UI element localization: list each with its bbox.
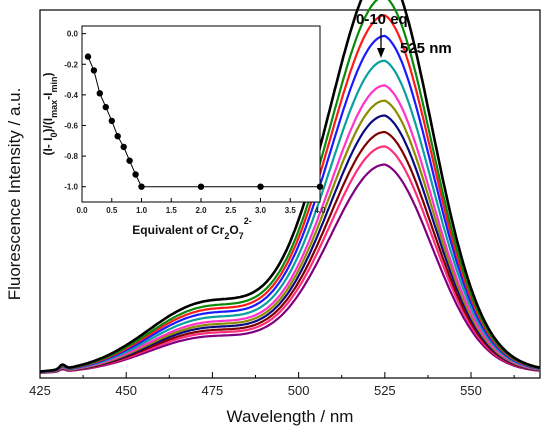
inset-data-point (108, 117, 116, 125)
inset-x-tick-label: 4.0 (314, 206, 326, 215)
inset-x-tick-label: 3.5 (285, 206, 297, 215)
main-x-ticks: 425 450 475 500 525 550 (29, 372, 515, 398)
inset-data-point (132, 171, 139, 178)
inset-data-point (126, 157, 133, 164)
spectrum-line-0 (39, 0, 541, 373)
annotation-arrow-head (377, 48, 385, 58)
range-annotation: 0-10 eq (356, 11, 408, 28)
inset-x-tick-label: 0.0 (76, 206, 88, 215)
inset-data-point (84, 53, 92, 60)
inset-y-tick-label: -1.0 (64, 183, 78, 192)
main-x-tick-label: 425 (29, 383, 51, 398)
inset-y-tick-label: -0.2 (64, 60, 78, 69)
inset-x-tick-label: 2.5 (225, 206, 237, 215)
inset-y-tick-label: 0.0 (67, 30, 79, 39)
inset-plot-frame (81, 25, 321, 203)
main-x-tick-label: 500 (288, 383, 310, 398)
inset-y-tick-label: -0.6 (64, 121, 78, 130)
inset-y-axis-title: (I- I0)/(Imax-Imin) (41, 72, 59, 155)
main-x-tick-label: 525 (374, 383, 396, 398)
main-series-group (39, 0, 541, 374)
main-y-axis-title: Fluorescence Intensity / a.u. (5, 88, 24, 301)
inset-x-tick-label: 2.0 (195, 206, 207, 215)
inset-data-point (120, 143, 127, 151)
inset-data-point (96, 90, 104, 97)
inset-x-tick-label: 1.5 (166, 206, 178, 215)
inset-data-point (102, 103, 110, 111)
inset-points-group (84, 53, 324, 190)
main-x-axis-title: Wavelength / nm (227, 407, 354, 426)
main-x-tick-label: 450 (115, 383, 137, 398)
spectrum-line-1 (39, 0, 541, 373)
spectrum-line-4 (39, 59, 541, 374)
spectrum-line-3 (39, 34, 541, 373)
spectrum-line-2 (39, 14, 541, 373)
inset-x-tick-label: 0.5 (106, 206, 118, 215)
inset-data-point (114, 133, 121, 140)
inset-data-point (197, 183, 205, 190)
main-plot-frame (39, 9, 541, 379)
inset-y-tick-label: -0.8 (64, 152, 78, 161)
main-x-tick-label: 550 (460, 383, 482, 398)
inset-y-tick-label: -0.4 (64, 91, 78, 100)
main-x-tick-label: 475 (202, 383, 224, 398)
inset-data-point (90, 67, 98, 74)
inset-data-point (257, 183, 264, 190)
peak-annotation: 525 nm (400, 40, 452, 57)
inset-data-point (138, 183, 145, 190)
inset-x-axis-title: Equivalent of Cr2O72- (132, 216, 251, 241)
spectrum-line-5 (39, 84, 541, 374)
inset-x-tick-label: 1.0 (136, 206, 148, 215)
spectrum-line-10 (40, 163, 541, 374)
inset-x-tick-label: 3.0 (255, 206, 267, 215)
inset-ticks: 0.0 0.5 1.0 1.5 2.0 2.5 3.0 3.5 4.0 0.0 -0.2 -0.4 -0… (64, 30, 326, 215)
inset-data-point (316, 183, 324, 190)
